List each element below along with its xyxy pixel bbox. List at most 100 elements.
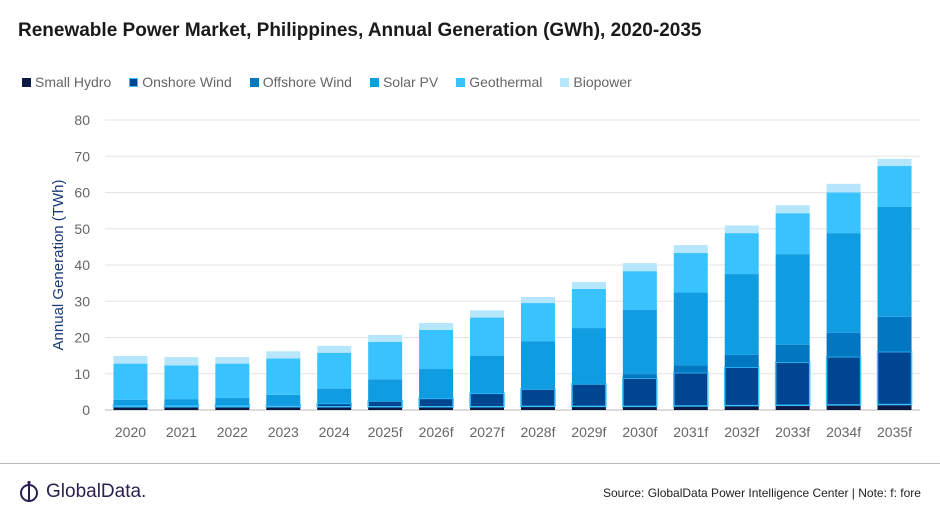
x-tick-label: 2023 — [268, 424, 299, 440]
y-tick-label: 70 — [74, 148, 90, 164]
legend-swatch — [456, 77, 466, 87]
bar-segment-geothermal — [826, 192, 861, 234]
bar-segment-biopower — [470, 310, 505, 318]
legend-label: Solar PV — [382, 74, 439, 90]
y-tick-label: 40 — [74, 257, 90, 273]
bar-segment-geothermal — [266, 358, 301, 395]
bar-segment-small-hydro — [266, 406, 301, 410]
bar-segment-onshore-wind — [825, 355, 862, 406]
x-tick-label: 2032f — [724, 424, 759, 440]
bar-segment-small-hydro — [520, 406, 555, 410]
bar-segment-solar-pv — [673, 292, 708, 366]
bar-segment-geothermal — [317, 352, 352, 389]
bar-segment-offshore-wind — [877, 316, 912, 352]
bar-segment-geothermal — [368, 341, 403, 380]
bar-segment-biopower — [571, 282, 606, 289]
x-tick-label: 2030f — [622, 424, 657, 440]
bar-segment-small-hydro — [368, 406, 403, 410]
bar-segment-small-hydro — [317, 406, 352, 410]
bar-segment-onshore-wind — [265, 404, 302, 408]
bar-segment-biopower — [622, 263, 657, 272]
bar-segment-geothermal — [673, 253, 708, 293]
bar-segment-solar-pv — [215, 398, 250, 406]
legend-label: Onshore Wind — [142, 74, 232, 90]
bar-segment-small-hydro — [164, 406, 199, 410]
y-tick-label: 20 — [74, 330, 90, 346]
x-tick-label: 2027f — [470, 424, 505, 440]
bar-segment-onshore-wind — [418, 397, 454, 408]
bar-segment-offshore-wind — [622, 374, 657, 379]
bar-segment-biopower — [113, 355, 148, 364]
bar-segment-small-hydro — [571, 406, 606, 410]
bar-segment-solar-pv — [520, 341, 555, 389]
bar-segment-solar-pv — [470, 355, 505, 394]
bar-segment-biopower — [368, 334, 403, 342]
bar-segment-offshore-wind — [724, 354, 759, 368]
bar-segment-onshore-wind — [367, 400, 403, 408]
bar-segment-onshore-wind — [571, 383, 607, 408]
legend-label: Geothermal — [469, 74, 543, 90]
bar-segment-small-hydro — [622, 406, 657, 410]
bar-segment-small-hydro — [775, 405, 810, 410]
x-tick-label: 2031f — [673, 424, 708, 440]
chart-svg: 0 10 20 30 40 50 60 70 80 Annual Generation (TWh)… — [50, 112, 920, 440]
legend-item: Small Hydro — [22, 74, 111, 90]
bar-segment-biopower — [673, 245, 708, 254]
bar-segment-onshore-wind — [316, 402, 352, 408]
bar-segment-small-hydro — [673, 406, 708, 410]
bar-segment-onshore-wind — [469, 392, 505, 408]
bar-segment-biopower — [419, 323, 454, 330]
chart-title: Renewable Power Market, Philippines, Ann… — [18, 20, 702, 41]
bar-segment-geothermal — [724, 233, 759, 275]
bar-segment-solar-pv — [775, 254, 810, 345]
bar-segment-solar-pv — [826, 233, 861, 333]
x-tick-label: 2024 — [319, 424, 350, 440]
legend-item: Biopower — [560, 74, 632, 90]
bar-segment-small-hydro — [724, 405, 759, 410]
bar-segment-geothermal — [877, 166, 912, 207]
bar-segment-onshore-wind — [723, 366, 760, 407]
y-tick-label: 60 — [74, 185, 90, 201]
bar-segment-solar-pv — [724, 274, 759, 355]
bar-segment-geothermal — [215, 363, 250, 399]
y-tick-label: 0 — [82, 402, 90, 418]
bar-segment-solar-pv — [317, 388, 352, 404]
legend: Small Hydro Onshore Wind Offshore Wind Sola… — [22, 74, 632, 90]
legend-swatch — [22, 77, 31, 87]
bar-segment-biopower — [724, 225, 759, 234]
x-tick-label: 2034f — [826, 424, 861, 440]
bar-segment-geothermal — [164, 365, 199, 400]
globaldata-logo: GlobalData. — [18, 480, 146, 504]
bar-segment-solar-pv — [368, 379, 403, 401]
bar-segment-offshore-wind — [826, 332, 861, 357]
legend-label: Biopower — [573, 74, 632, 90]
x-tick-label: 2026f — [419, 424, 454, 440]
legend-swatch — [560, 77, 570, 87]
bar-segment-solar-pv — [266, 394, 301, 405]
bar-segment-small-hydro — [113, 406, 148, 410]
logo-text: GlobalData. — [46, 481, 147, 502]
x-tick-label: 2022 — [217, 424, 248, 440]
legend-item: Offshore Wind — [249, 74, 352, 90]
bar-segment-biopower — [317, 345, 352, 353]
globaldata-logo-icon — [20, 480, 38, 502]
x-tick-label: 2028f — [520, 424, 555, 440]
legend-label: Small Hydro — [35, 74, 112, 90]
legend-item: Solar PV — [369, 74, 439, 90]
y-axis-label: Annual Generation (TWh) — [50, 180, 67, 351]
bar-segment-solar-pv — [571, 328, 606, 384]
bar-segment-onshore-wind — [622, 377, 658, 408]
bar-segment-biopower — [164, 357, 199, 366]
bar-segment-offshore-wind — [673, 365, 708, 373]
footer-divider — [0, 463, 940, 464]
bar-segment-geothermal — [470, 317, 505, 356]
bar-segment-geothermal — [571, 288, 606, 329]
bar-segment-solar-pv — [622, 309, 657, 375]
x-tick-label: 2029f — [571, 424, 606, 440]
x-tick-label: 2033f — [775, 424, 810, 440]
bar-segment-offshore-wind — [775, 344, 810, 363]
bar-segment-biopower — [215, 357, 250, 364]
legend-item: Onshore Wind — [129, 74, 232, 90]
bar-segment-biopower — [877, 158, 912, 167]
bar-segment-solar-pv — [419, 369, 454, 399]
